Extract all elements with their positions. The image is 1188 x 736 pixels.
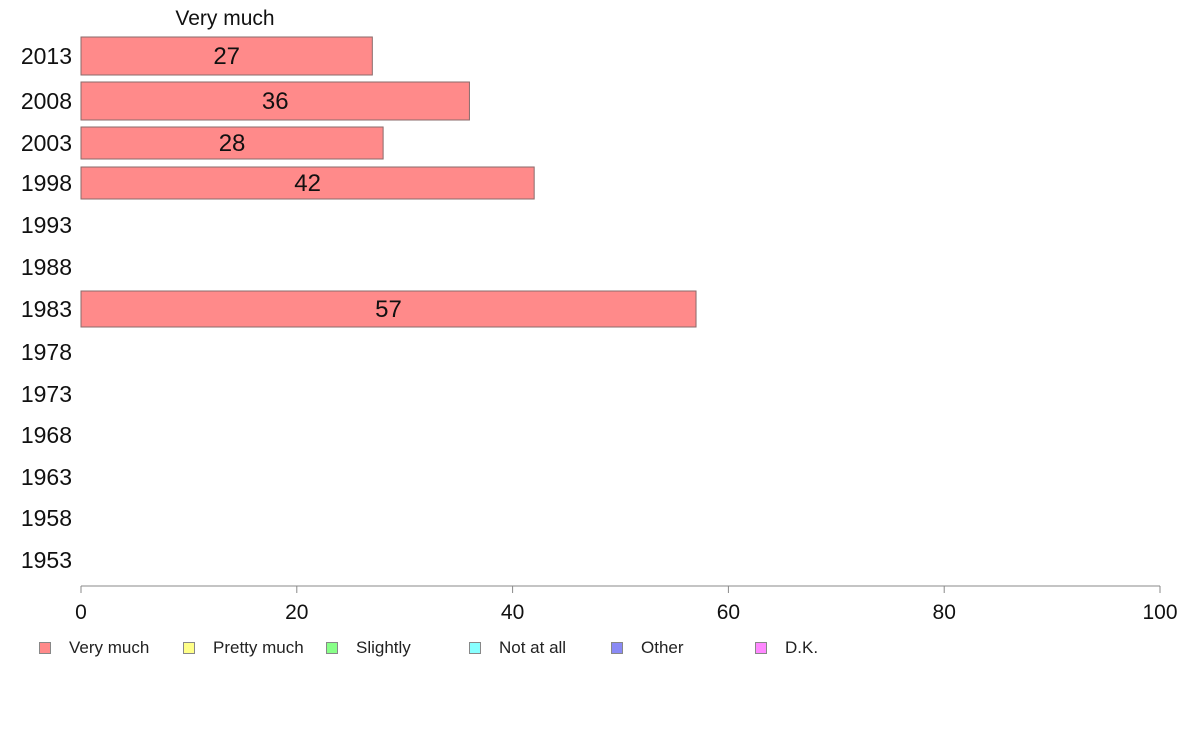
category-label: 1993: [21, 212, 72, 238]
category-label: 1958: [21, 505, 72, 531]
x-tick-label: 60: [717, 601, 740, 624]
category-label: 1953: [21, 547, 72, 573]
category-label: 1998: [21, 170, 72, 196]
bar: [80, 290, 697, 328]
legend-item: Slightly: [326, 638, 411, 658]
legend-label: Very much: [69, 638, 150, 657]
category-label: 1973: [21, 381, 72, 407]
legend-item: Other: [611, 638, 684, 658]
legend-label: D.K.: [785, 638, 819, 657]
category-label: 1978: [21, 339, 72, 365]
category-label: 2008: [21, 88, 72, 114]
legend-swatch: [469, 642, 481, 654]
category-label: 2013: [21, 43, 72, 69]
bar: [80, 81, 470, 121]
chart-title: Very much: [175, 7, 274, 30]
x-tick-label: 40: [501, 601, 524, 624]
category-label: 1983: [21, 296, 72, 322]
legend-swatch: [39, 642, 51, 654]
bar-value-label: 28: [219, 130, 246, 157]
legend-label: Other: [641, 638, 684, 657]
category-label: 2003: [21, 130, 72, 156]
legend-swatch: [755, 642, 767, 654]
category-label: 1963: [21, 464, 72, 490]
legend-label: Pretty much: [213, 638, 304, 657]
legend-swatch: [326, 642, 338, 654]
bar: [80, 126, 384, 160]
legend-swatch: [611, 642, 623, 654]
bar: [80, 166, 535, 200]
bar-value-label: 57: [375, 296, 402, 323]
chart-legend: Very much Pretty much Slightly Not at all Ot…: [0, 638, 1188, 662]
legend-label: Slightly: [356, 638, 411, 657]
bar-value-label: 27: [213, 43, 240, 70]
category-label: 1968: [21, 422, 72, 448]
legend-label: Not at all: [499, 638, 567, 657]
legend-item: Very much: [39, 638, 149, 658]
legend-item: D.K.: [755, 638, 818, 658]
category-label: 1988: [21, 254, 72, 280]
bar-value-label: 42: [294, 170, 321, 197]
legend-item: Pretty much: [183, 638, 304, 658]
x-tick-label: 20: [285, 601, 308, 624]
bar: [80, 36, 373, 76]
x-tick-label: 0: [75, 601, 87, 624]
legend-item: Not at all: [469, 638, 566, 658]
x-tick-label: 80: [933, 601, 956, 624]
bar-value-label: 36: [262, 88, 289, 115]
x-tick-label: 100: [1142, 601, 1177, 624]
legend-swatch: [183, 642, 195, 654]
